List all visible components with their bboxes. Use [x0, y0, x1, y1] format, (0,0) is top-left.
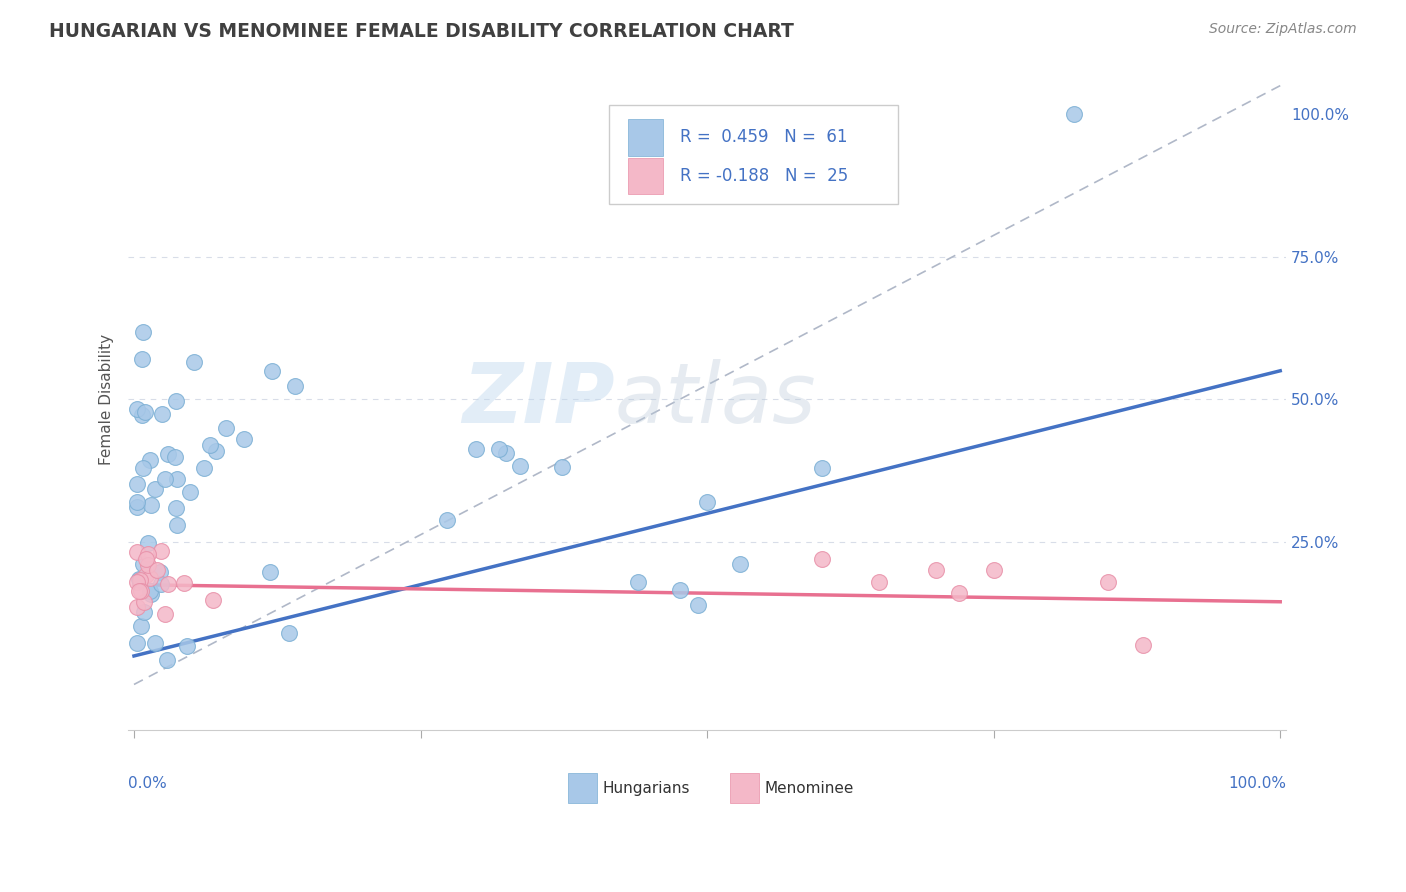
Bar — [568, 773, 598, 803]
Point — [183, 354, 205, 368]
Point — [149, 565, 172, 579]
Point — [488, 442, 510, 457]
Text: 0.0%: 0.0% — [128, 776, 167, 791]
Point — [134, 605, 156, 619]
Point — [139, 498, 162, 512]
Point — [149, 544, 172, 558]
Point — [688, 599, 710, 613]
Point — [127, 494, 149, 508]
Point — [1097, 574, 1119, 589]
Bar — [628, 158, 664, 194]
Point — [948, 586, 970, 600]
Point — [201, 593, 224, 607]
Point — [198, 438, 221, 452]
Point — [728, 557, 751, 571]
Point — [495, 446, 517, 460]
Point — [139, 453, 162, 467]
Point — [165, 450, 187, 464]
Point — [166, 518, 188, 533]
Point — [136, 536, 159, 550]
Point — [156, 653, 179, 667]
Point — [165, 394, 187, 409]
Point — [436, 513, 458, 527]
Point — [810, 460, 832, 475]
Point — [173, 576, 195, 591]
Text: Hungarians: Hungarians — [603, 780, 690, 796]
Point — [129, 573, 152, 587]
Point — [127, 477, 149, 491]
Point — [509, 459, 531, 474]
Point — [134, 405, 156, 419]
Point — [127, 545, 149, 559]
Point — [205, 443, 228, 458]
Text: R =  0.459   N =  61: R = 0.459 N = 61 — [681, 128, 848, 146]
Point — [129, 573, 152, 587]
Point — [143, 636, 166, 650]
Point — [139, 586, 162, 600]
Bar — [628, 120, 664, 156]
Point — [193, 461, 215, 475]
Point — [131, 408, 153, 422]
Point — [179, 484, 201, 499]
Point — [129, 619, 152, 633]
Point — [259, 565, 281, 579]
Point — [1132, 638, 1154, 652]
Point — [145, 483, 167, 497]
Point — [132, 557, 155, 571]
Point — [131, 461, 153, 475]
Point — [135, 568, 157, 582]
Point — [233, 432, 256, 446]
Point — [983, 563, 1005, 577]
Point — [128, 584, 150, 599]
Point — [127, 599, 149, 614]
Point — [139, 572, 162, 586]
Text: Source: ZipAtlas.com: Source: ZipAtlas.com — [1209, 22, 1357, 37]
Point — [132, 325, 155, 339]
Point — [157, 447, 180, 461]
Point — [128, 572, 150, 586]
Point — [155, 472, 177, 486]
Text: 100.0%: 100.0% — [1227, 776, 1286, 791]
Point — [131, 352, 153, 367]
Y-axis label: Female Disability: Female Disability — [100, 334, 114, 465]
Point — [146, 563, 169, 577]
Point — [277, 625, 299, 640]
Point — [810, 552, 832, 566]
Point — [260, 364, 283, 378]
Point — [868, 574, 890, 589]
Point — [165, 501, 187, 516]
Point — [215, 421, 238, 435]
Point — [155, 607, 177, 622]
Text: Menominee: Menominee — [765, 780, 855, 796]
Text: atlas: atlas — [614, 359, 815, 440]
Point — [139, 584, 162, 599]
Point — [176, 639, 198, 653]
Point — [550, 460, 572, 475]
Point — [127, 636, 149, 650]
Point — [1063, 107, 1085, 121]
Text: R = -0.188   N =  25: R = -0.188 N = 25 — [681, 168, 849, 186]
Point — [465, 442, 488, 456]
Point — [136, 547, 159, 561]
Text: ZIP: ZIP — [461, 359, 614, 440]
Point — [627, 574, 650, 589]
Point — [136, 558, 159, 572]
Point — [135, 551, 157, 566]
Point — [696, 495, 718, 509]
Point — [669, 583, 692, 598]
Point — [925, 563, 948, 577]
Point — [284, 379, 307, 393]
Point — [132, 595, 155, 609]
FancyBboxPatch shape — [609, 105, 898, 204]
Point — [127, 500, 149, 514]
Point — [129, 583, 152, 598]
Point — [156, 577, 179, 591]
Point — [149, 576, 172, 591]
Bar — [730, 773, 759, 803]
Point — [127, 575, 149, 590]
Text: HUNGARIAN VS MENOMINEE FEMALE DISABILITY CORRELATION CHART: HUNGARIAN VS MENOMINEE FEMALE DISABILITY… — [49, 22, 794, 41]
Point — [127, 402, 149, 417]
Point — [166, 472, 188, 486]
Point — [150, 407, 173, 421]
